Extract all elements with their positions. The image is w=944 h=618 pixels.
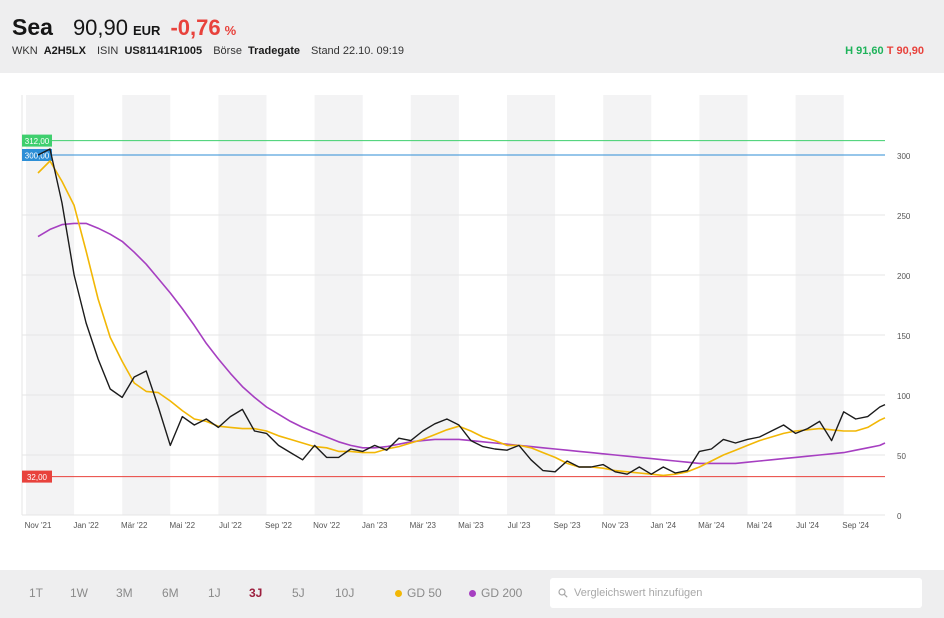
isin-value: US81141R1005 bbox=[124, 45, 203, 57]
range-5j-button[interactable]: 5J bbox=[292, 586, 305, 600]
x-tick-label: Mai '22 bbox=[170, 521, 196, 530]
chart-band bbox=[603, 95, 652, 515]
range-1t-button[interactable]: 1T bbox=[29, 586, 44, 600]
x-tick-label: Jan '22 bbox=[73, 521, 99, 530]
y-tick-label: 100 bbox=[897, 392, 911, 401]
y-tick-label: 0 bbox=[897, 512, 902, 521]
x-tick-label: Sep '24 bbox=[842, 521, 869, 530]
x-tick-label: Nov '22 bbox=[313, 521, 340, 530]
range-1w-button[interactable]: 1W bbox=[70, 586, 88, 600]
chart-band bbox=[314, 95, 363, 515]
x-tick-label: Nov '23 bbox=[602, 521, 629, 530]
chart-controls: 1T 1W 3M 6M 1J 3J 5J 10J GD 50 GD 200 bbox=[0, 570, 944, 618]
x-tick-label: Mär '24 bbox=[698, 521, 725, 530]
chart-band bbox=[122, 95, 171, 515]
x-tick-label: Jul '23 bbox=[508, 521, 531, 530]
gd200-dot-icon bbox=[469, 589, 476, 597]
y-tick-label: 200 bbox=[897, 272, 911, 281]
range-6m-button[interactable]: 6M bbox=[162, 586, 179, 600]
stock-meta: WKN A2H5LX ISIN US81141R1005 Börse Trade… bbox=[12, 45, 412, 57]
range-3j-button[interactable]: 3J bbox=[249, 586, 263, 600]
y-tick-label: 150 bbox=[897, 332, 911, 341]
x-tick-label: Mär '22 bbox=[121, 521, 148, 530]
stock-name: Sea bbox=[12, 14, 53, 40]
y-tick-label: 250 bbox=[897, 212, 911, 221]
chart-band bbox=[699, 95, 748, 515]
day-low: T 90,90 bbox=[886, 45, 924, 57]
stock-price: 90,90 bbox=[72, 15, 128, 40]
gd50-line bbox=[37, 160, 886, 477]
marker-badge bbox=[22, 134, 52, 147]
price-chart[interactable]: 0 50 100 150 200 250 300 Nov '21 Jan '22 Mär '22 M… bbox=[0, 73, 944, 570]
marker-label: 32,00 bbox=[27, 473, 48, 482]
legend-gd200[interactable]: GD 200 bbox=[469, 586, 522, 600]
x-tick-label: Jan '23 bbox=[362, 521, 388, 530]
chart-svg[interactable]: 0 50 100 150 200 250 300 Nov '21 Jan '22 Mär '22 M… bbox=[0, 73, 944, 570]
chart-band bbox=[507, 95, 556, 515]
x-tick-label: Jan '24 bbox=[651, 521, 677, 530]
range-3m-button[interactable]: 3M bbox=[116, 586, 133, 600]
x-tick-label: Mai '24 bbox=[747, 521, 773, 530]
search-icon bbox=[558, 588, 568, 598]
price-currency: EUR bbox=[133, 23, 161, 38]
x-tick-label: Jul '24 bbox=[796, 521, 819, 530]
marker-label: 312,00 bbox=[25, 137, 50, 146]
day-high: H 91,60 bbox=[845, 45, 884, 57]
range-1j-button[interactable]: 1J bbox=[208, 586, 221, 600]
chart-band bbox=[410, 95, 459, 515]
x-tick-label: Sep '22 bbox=[265, 521, 292, 530]
compare-search[interactable] bbox=[550, 578, 922, 608]
x-tick-label: Mär '23 bbox=[410, 521, 437, 530]
x-tick-label: Nov '21 bbox=[25, 521, 52, 530]
y-tick-label: 300 bbox=[897, 152, 911, 161]
price-change: -0,76 bbox=[170, 15, 221, 40]
price-change-unit: % bbox=[224, 23, 237, 38]
marker-badge bbox=[22, 470, 52, 483]
legend-gd50-label: GD 50 bbox=[407, 586, 442, 600]
chart-band bbox=[26, 95, 75, 515]
chart-band bbox=[218, 95, 267, 515]
exchange-value: Tradegate bbox=[248, 45, 300, 57]
x-tick-label: Sep '23 bbox=[554, 521, 581, 530]
chart-band bbox=[795, 95, 844, 515]
range-10j-button[interactable]: 10J bbox=[335, 586, 355, 600]
price-line bbox=[37, 148, 886, 475]
gd50-dot-icon bbox=[395, 589, 402, 597]
timestamp: Stand 22.10. 09:19 bbox=[311, 45, 405, 57]
exchange-label: Börse bbox=[213, 45, 242, 57]
wkn-value: A2H5LX bbox=[43, 45, 86, 57]
legend-gd200-label: GD 200 bbox=[481, 586, 523, 600]
legend-gd50[interactable]: GD 50 bbox=[395, 586, 442, 600]
gd200-line bbox=[37, 222, 886, 465]
stock-header: Sea 90,90 EUR -0,76 % WKN A2H5LX ISIN US… bbox=[0, 0, 944, 73]
x-tick-label: Jul '22 bbox=[219, 521, 242, 530]
isin-label: ISIN bbox=[96, 45, 119, 57]
wkn-label: WKN bbox=[12, 45, 38, 57]
marker-label: 300,00 bbox=[25, 152, 50, 161]
high-low: H 91,60 T 90,90 bbox=[845, 45, 924, 57]
y-tick-label: 50 bbox=[897, 452, 906, 461]
title-row: Sea 90,90 EUR -0,76 % bbox=[12, 14, 236, 41]
x-tick-label: Mai '23 bbox=[458, 521, 484, 530]
compare-search-input[interactable] bbox=[574, 587, 904, 599]
